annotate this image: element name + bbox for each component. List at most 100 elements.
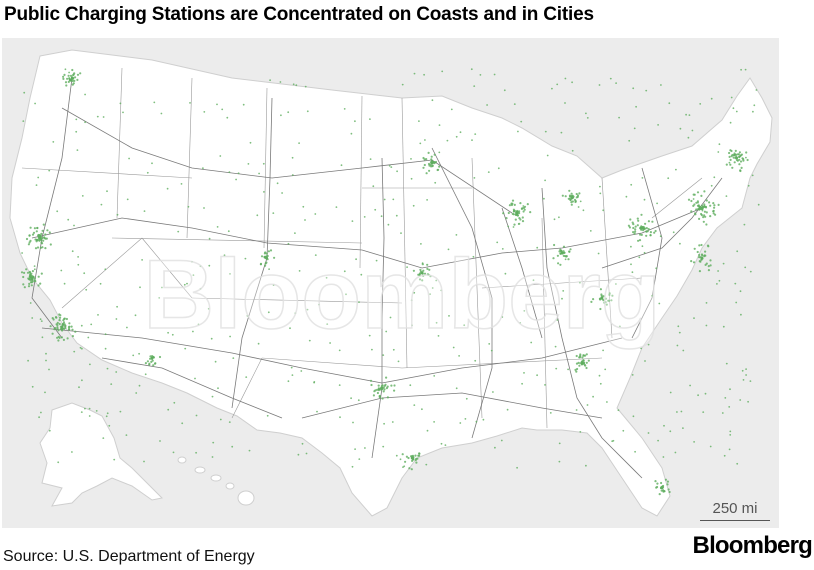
station-dot xyxy=(698,270,702,273)
station-dot xyxy=(272,284,275,286)
station-dot xyxy=(507,225,510,228)
station-dot xyxy=(757,203,760,206)
station-dot xyxy=(564,258,567,261)
station-dot xyxy=(149,357,152,360)
station-dot xyxy=(493,73,496,76)
station-dot xyxy=(28,234,31,237)
station-dot xyxy=(52,141,55,143)
station-dot xyxy=(703,254,706,257)
station-dot xyxy=(105,415,108,418)
station-dot xyxy=(58,319,61,322)
station-dot xyxy=(692,261,696,264)
station-dot xyxy=(256,214,259,217)
station-dot xyxy=(693,247,696,250)
station-dot xyxy=(718,143,721,146)
station-dot xyxy=(73,350,76,353)
station-dot xyxy=(546,154,549,157)
station-dot xyxy=(66,337,69,340)
station-dot xyxy=(64,325,67,328)
station-dot xyxy=(77,256,79,258)
station-dot xyxy=(571,81,573,84)
station-dot xyxy=(412,269,415,272)
station-dot xyxy=(352,421,354,424)
station-dot xyxy=(645,234,648,237)
station-dot xyxy=(150,360,153,363)
station-dot xyxy=(688,114,691,116)
station-dot xyxy=(700,204,704,207)
station-dot xyxy=(75,118,78,121)
station-dot xyxy=(552,257,555,260)
station-dot xyxy=(659,235,662,238)
station-dot xyxy=(392,198,395,201)
station-dot xyxy=(60,336,64,339)
station-dot xyxy=(210,337,213,340)
station-dot xyxy=(301,442,304,445)
station-dot xyxy=(610,299,613,302)
station-dot xyxy=(544,384,546,386)
station-dot xyxy=(33,265,36,267)
station-dot xyxy=(300,370,303,372)
station-dot xyxy=(40,320,43,322)
station-dot xyxy=(585,366,588,370)
station-dot xyxy=(544,130,547,133)
station-dot xyxy=(406,266,408,268)
station-dot xyxy=(698,256,701,259)
station-dot xyxy=(125,434,128,436)
station-dot xyxy=(736,250,739,253)
station-dot xyxy=(88,415,91,417)
station-dot xyxy=(106,367,109,370)
station-dot xyxy=(216,103,218,106)
station-dot xyxy=(180,183,183,185)
station-dot xyxy=(632,226,635,230)
station-dot xyxy=(435,321,438,324)
station-dot xyxy=(410,158,412,160)
station-dot xyxy=(519,202,522,205)
station-dot xyxy=(104,347,107,350)
station-dot xyxy=(444,444,447,446)
station-dot xyxy=(705,211,708,214)
station-dot xyxy=(722,262,725,265)
station-dot xyxy=(418,120,420,122)
station-dot xyxy=(199,287,202,290)
station-dot xyxy=(71,68,74,72)
station-dot xyxy=(733,152,736,155)
station-dot xyxy=(738,151,742,154)
station-dot xyxy=(699,103,702,105)
station-dot xyxy=(749,270,752,273)
station-dot xyxy=(580,363,584,366)
station-dot xyxy=(403,465,406,468)
station-dot xyxy=(639,227,642,230)
station-dot xyxy=(433,421,435,423)
state-border-line xyxy=(61,237,143,309)
station-dot xyxy=(73,224,75,227)
station-dot xyxy=(29,239,32,242)
station-dot xyxy=(363,216,366,218)
station-dot xyxy=(628,139,631,142)
station-dot xyxy=(63,317,66,320)
station-dot xyxy=(644,360,646,362)
station-dot xyxy=(619,325,621,328)
station-dot xyxy=(429,293,431,295)
bloomberg-logo: Bloomberg xyxy=(692,532,813,559)
station-dot xyxy=(470,68,473,71)
station-dot xyxy=(357,399,360,402)
station-dot xyxy=(729,149,732,152)
station-dot xyxy=(516,466,518,469)
station-dot xyxy=(69,74,73,77)
station-dot xyxy=(536,246,539,249)
station-dot xyxy=(738,163,741,166)
station-dot xyxy=(23,91,26,94)
station-dot xyxy=(27,359,29,362)
station-dot xyxy=(556,319,559,321)
station-dot xyxy=(397,360,400,363)
station-dot xyxy=(46,229,49,232)
state-border-line xyxy=(141,237,193,299)
station-dot xyxy=(80,324,83,327)
station-dot xyxy=(744,266,747,269)
station-dot xyxy=(410,299,413,302)
station-dot xyxy=(62,75,65,78)
station-dot xyxy=(171,333,174,336)
station-dot xyxy=(676,344,679,347)
station-dot xyxy=(354,448,356,450)
station-dot xyxy=(676,411,678,413)
